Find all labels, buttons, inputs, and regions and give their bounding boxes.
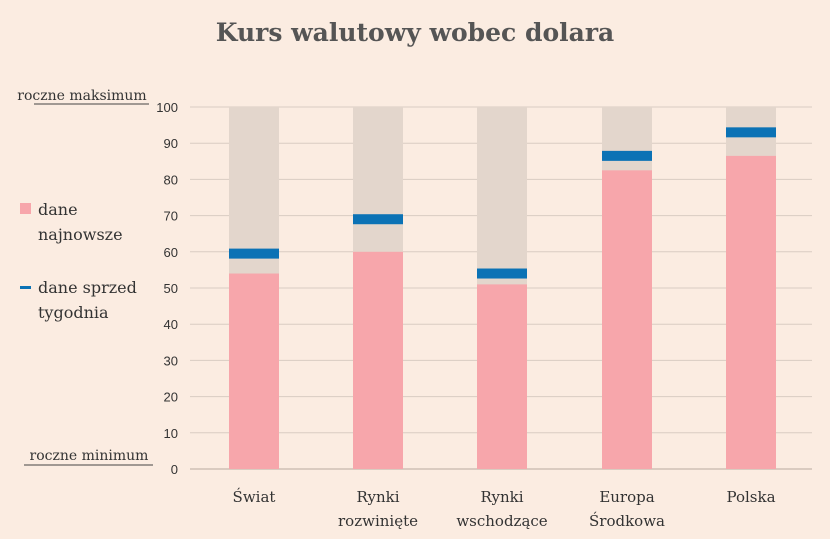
x-axis: Świat Rynki rozwinięte Rynki wschodzące Europ… (233, 488, 776, 530)
x-tick-label: Rynki (356, 488, 399, 506)
x-tick-label: rozwinięte (338, 512, 418, 530)
x-tick-label: wschodzące (456, 512, 547, 530)
legend: dane najnowsze dane sprzed tygodnia (20, 200, 137, 322)
marker-week-ago (353, 214, 403, 225)
annual-min-label: roczne minimum (30, 448, 149, 464)
y-tick-label: 0 (171, 462, 178, 477)
legend-swatch-week-ago (20, 286, 31, 289)
bar-latest (477, 284, 527, 469)
x-tick-label: Środkowa (589, 512, 665, 530)
y-tick-label: 100 (156, 100, 178, 115)
legend-week-ago-line1: dane sprzed (38, 278, 137, 297)
legend-latest-line1: dane (38, 200, 78, 219)
legend-week-ago-line2: tygodnia (38, 303, 109, 322)
y-tick-label: 20 (164, 390, 178, 405)
y-axis: 0 10 20 30 40 50 60 70 80 90 100 (156, 100, 178, 477)
bar-latest (353, 251, 403, 469)
annual-max-label: roczne maksimum (17, 88, 146, 104)
legend-latest-line2: najnowsze (38, 225, 123, 244)
x-tick-label: Polska (726, 488, 775, 506)
marker-week-ago (602, 150, 652, 161)
marker-week-ago (726, 127, 776, 138)
y-tick-label: 30 (164, 353, 178, 368)
y-tick-label: 40 (164, 317, 178, 332)
bar-latest (229, 273, 279, 469)
x-tick-label: Europa (599, 488, 654, 506)
marker-week-ago (229, 248, 279, 259)
chart-title: Kurs walutowy wobec dolara (216, 18, 614, 47)
y-tick-label: 10 (164, 426, 178, 441)
y-tick-label: 50 (164, 281, 178, 296)
y-tick-label: 70 (164, 209, 178, 224)
y-tick-label: 90 (164, 136, 178, 151)
x-tick-label: Świat (233, 488, 276, 506)
legend-swatch-latest (20, 203, 31, 214)
bar-latest (726, 155, 776, 469)
y-tick-label: 80 (164, 172, 178, 187)
bars (229, 107, 776, 469)
bar-latest (602, 170, 652, 469)
y-tick-label: 60 (164, 245, 178, 260)
x-tick-label: Rynki (480, 488, 523, 506)
marker-week-ago (477, 268, 527, 279)
